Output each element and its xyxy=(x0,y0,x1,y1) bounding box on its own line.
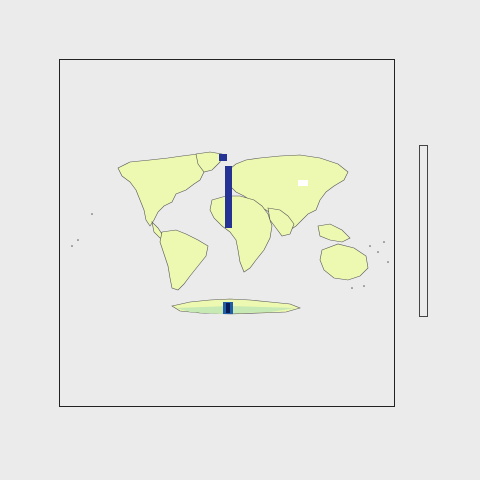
legend-color-bar xyxy=(419,145,428,317)
map-panel xyxy=(59,59,395,407)
australia xyxy=(319,243,369,281)
greenland xyxy=(195,151,223,173)
africa xyxy=(209,195,273,273)
arabia-india xyxy=(267,207,295,237)
islands xyxy=(71,213,389,289)
se-asia xyxy=(317,223,351,243)
continents xyxy=(117,151,369,315)
band-antarctic-core xyxy=(226,303,230,313)
asia-gap xyxy=(298,180,308,186)
high-deviation-band xyxy=(219,154,233,314)
band-arctic xyxy=(219,154,227,161)
north-america xyxy=(117,153,221,227)
antarctica-band xyxy=(176,306,296,314)
band-atlantic xyxy=(225,166,232,228)
south-america xyxy=(159,229,209,291)
